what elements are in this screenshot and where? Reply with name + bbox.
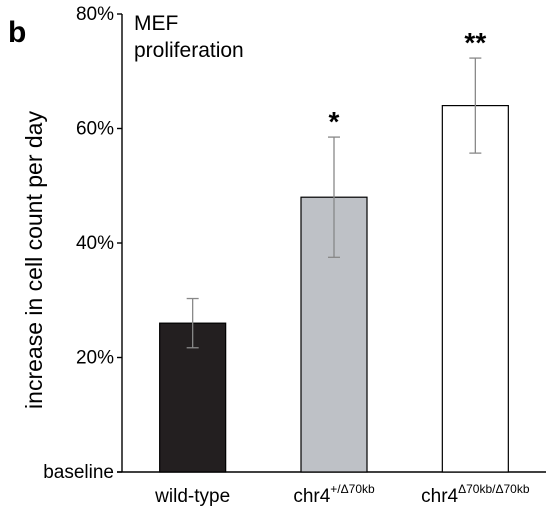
significance-marker: ** — [464, 27, 486, 58]
y-axis-label-group: increase in cell count per day — [21, 111, 47, 409]
bar-3 — [441, 104, 509, 473]
x-category-label: chr4+/Δ70kb — [293, 482, 375, 507]
x-category-label: wild-type — [154, 486, 230, 507]
error-bars — [186, 57, 482, 349]
significance-markers: *** — [329, 27, 487, 137]
panel-letter: b — [8, 16, 26, 49]
x-category-label: chr4Δ70kb/Δ70kb — [421, 482, 530, 507]
y-tick-label: baseline — [43, 462, 114, 483]
category-name: chr4 — [293, 486, 330, 507]
y-tick-label: 80% — [76, 4, 114, 25]
category-superscript: Δ70kb/Δ70kb — [458, 482, 530, 496]
category-name: wild-type — [154, 486, 230, 507]
chart-title-line: proliferation — [134, 39, 244, 62]
significance-marker: * — [329, 106, 340, 137]
y-tick-label: 60% — [76, 119, 114, 140]
y-axis-label: increase in cell count per day — [21, 111, 47, 409]
y-tick-label: 40% — [76, 233, 114, 254]
x-axis-labels: wild-type chr4+/Δ70kb chr4Δ70kb/Δ70kb — [154, 482, 530, 507]
y-tick-label: 20% — [76, 348, 114, 369]
chart-title: MEF proliferation — [134, 12, 244, 62]
category-superscript: +/Δ70kb — [330, 482, 375, 496]
category-name: chr4 — [421, 486, 458, 507]
chart-title-line: MEF — [134, 12, 178, 35]
y-axis-ticks: baseline 20% 40% 60% 80% — [43, 4, 122, 483]
